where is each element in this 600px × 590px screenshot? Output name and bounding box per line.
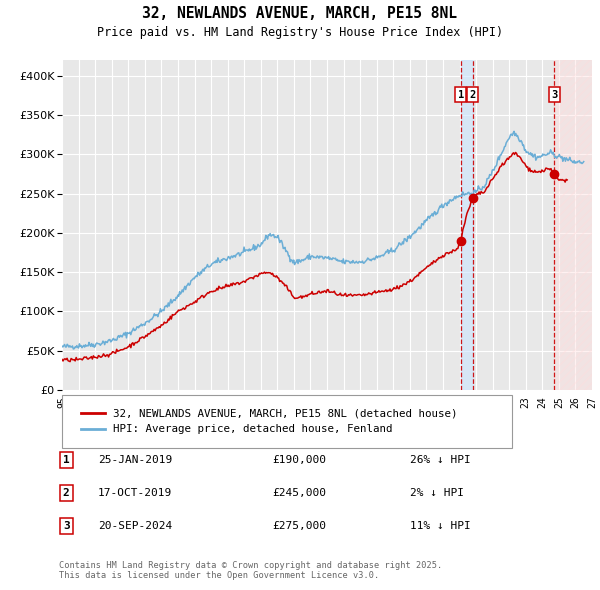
Text: £245,000: £245,000 [272, 488, 326, 498]
Text: 25-JAN-2019: 25-JAN-2019 [98, 455, 172, 465]
Bar [461, 60, 473, 390]
Text: £190,000: £190,000 [272, 455, 326, 465]
Legend: 32, NEWLANDS AVENUE, MARCH, PE15 8NL (detached house), HPI: Average price, detac: 32, NEWLANDS AVENUE, MARCH, PE15 8NL (de… [76, 404, 462, 439]
Text: 2: 2 [470, 90, 476, 100]
Text: 3: 3 [63, 521, 70, 531]
Text: 1: 1 [458, 90, 464, 100]
Text: 3: 3 [551, 90, 557, 100]
Text: 32, NEWLANDS AVENUE, MARCH, PE15 8NL: 32, NEWLANDS AVENUE, MARCH, PE15 8NL [143, 6, 458, 21]
Text: 26% ↓ HPI: 26% ↓ HPI [410, 455, 471, 465]
Text: 1: 1 [63, 455, 70, 465]
Bar [554, 60, 592, 390]
Text: 2% ↓ HPI: 2% ↓ HPI [410, 488, 464, 498]
Text: 17-OCT-2019: 17-OCT-2019 [98, 488, 172, 498]
FancyBboxPatch shape [62, 395, 512, 448]
Text: 11% ↓ HPI: 11% ↓ HPI [410, 521, 471, 531]
Text: £275,000: £275,000 [272, 521, 326, 531]
Text: Contains HM Land Registry data © Crown copyright and database right 2025.
This d: Contains HM Land Registry data © Crown c… [59, 560, 442, 580]
Text: 20-SEP-2024: 20-SEP-2024 [98, 521, 172, 531]
Text: Price paid vs. HM Land Registry's House Price Index (HPI): Price paid vs. HM Land Registry's House … [97, 26, 503, 39]
Text: 2: 2 [63, 488, 70, 498]
